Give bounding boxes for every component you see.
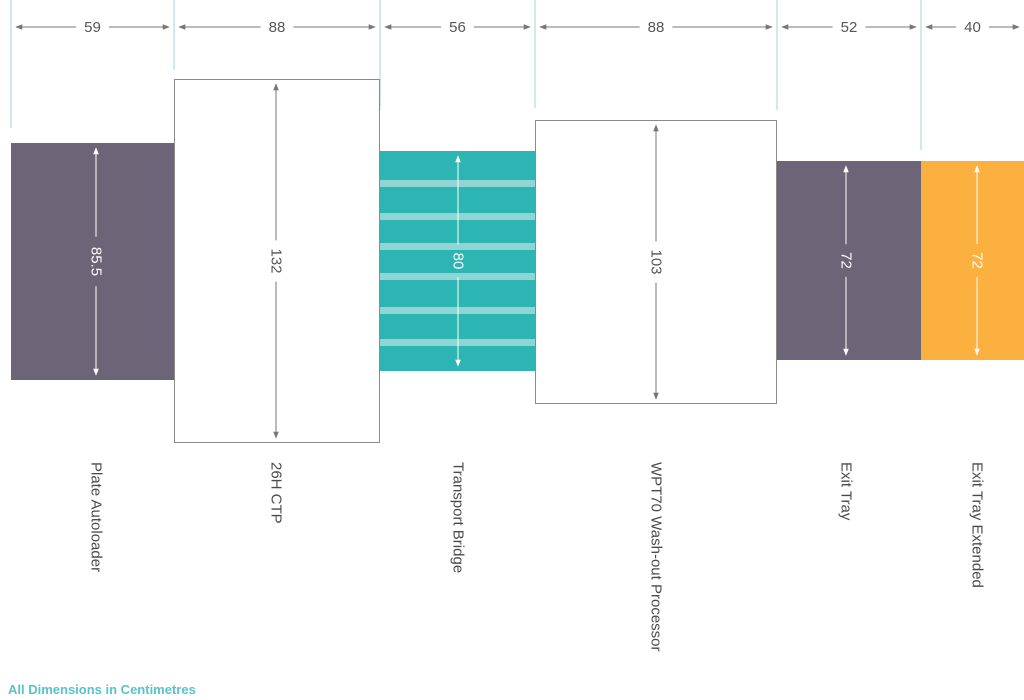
unit-name-exit-tray-extended: Exit Tray Extended xyxy=(969,462,986,588)
unit-block-exit-tray xyxy=(777,161,921,360)
unit-name-transport-bridge: Transport Bridge xyxy=(450,462,467,573)
unit-block-exit-tray-extended xyxy=(921,161,1024,360)
bridge-stripe xyxy=(380,243,535,250)
dimensions-footnote: All Dimensions in Centimetres xyxy=(8,682,196,697)
unit-blocks: 85.5 132 80 103 72 72 xyxy=(11,79,1024,443)
width-dimensions: 59 88 56 88 52 40 xyxy=(15,19,1020,36)
height-label: 80 xyxy=(450,253,467,270)
unit-name-exit-tray: Exit Tray xyxy=(838,462,855,521)
height-label: 132 xyxy=(268,248,285,273)
unit-block-26h-ctp xyxy=(174,79,380,443)
width-label: 56 xyxy=(449,19,466,36)
height-label: 72 xyxy=(838,252,855,269)
width-label: 52 xyxy=(841,19,858,36)
height-label: 85.5 xyxy=(88,247,105,276)
width-label: 59 xyxy=(84,19,101,36)
column-dividers xyxy=(10,0,922,150)
unit-name-plate-autoloader: Plate Autoloader xyxy=(88,462,105,572)
height-label: 72 xyxy=(969,252,986,269)
unit-block-plate-autoloader xyxy=(11,143,174,380)
unit-name-26h-ctp: 26H CTP xyxy=(268,462,285,524)
width-label: 40 xyxy=(964,19,981,36)
width-label: 88 xyxy=(648,19,665,36)
bridge-stripe xyxy=(380,273,535,280)
height-label: 103 xyxy=(648,249,665,274)
unit-labels: Plate Autoloader 26H CTP Transport Bridge W… xyxy=(88,462,986,652)
width-label: 88 xyxy=(269,19,286,36)
unit-name-wpt70-processor: WPT70 Wash-out Processor xyxy=(648,462,665,652)
